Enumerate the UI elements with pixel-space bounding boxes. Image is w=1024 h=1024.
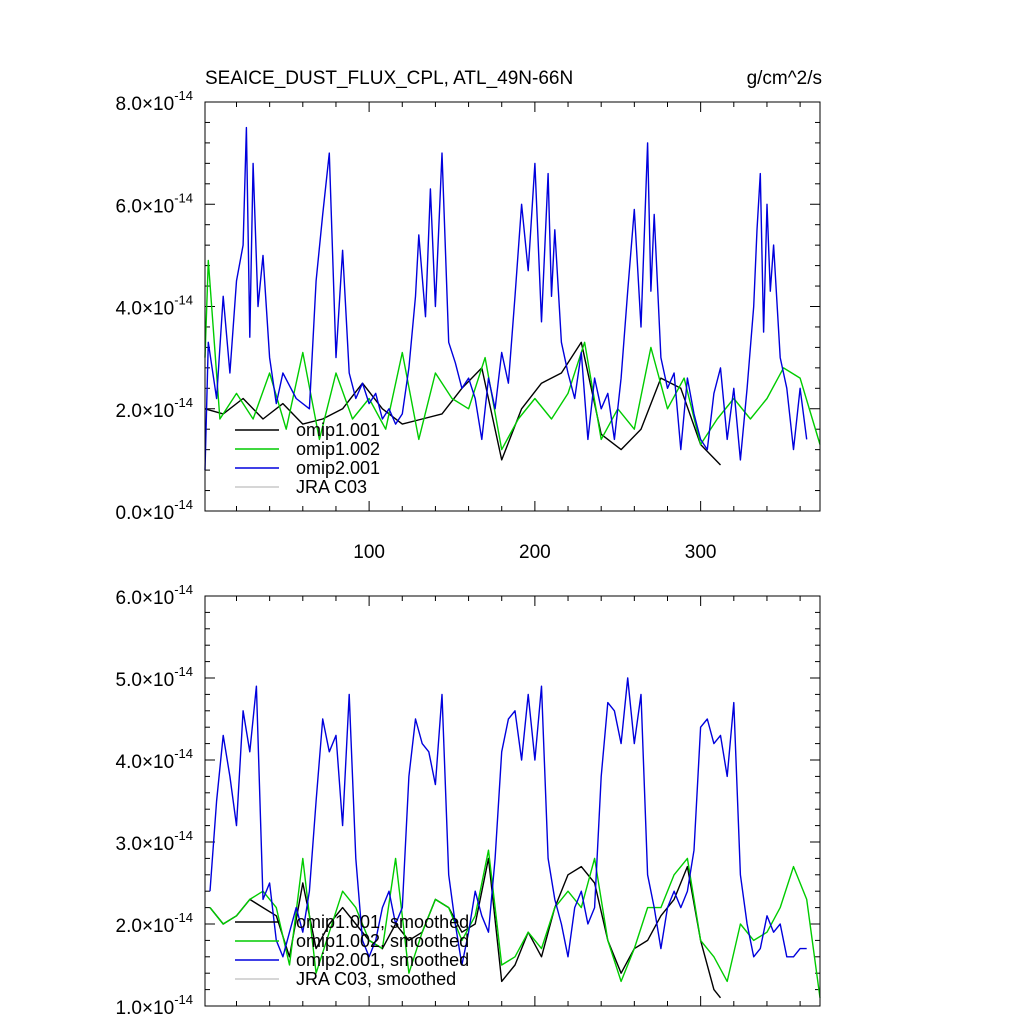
chart-title: SEAICE_DUST_FLUX_CPL, ATL_49N-66N xyxy=(205,68,573,89)
bottom-plot-frame xyxy=(204,595,821,1007)
bottom-grid-ticks xyxy=(205,595,820,1007)
legend-label-1: omip1.002 xyxy=(296,439,380,459)
series-line-1 xyxy=(204,259,821,451)
y-tick-label: 2.0×10-14 xyxy=(116,910,193,937)
legend-label-0: omip1.001 xyxy=(296,420,380,440)
bottom-panel: 1.0×10-14 2.0×10-14 3.0×10-14 4.0×10-14 5.0×… xyxy=(116,582,821,1019)
y-tick-label: 6.0×10-14 xyxy=(116,582,193,609)
top-panel: SEAICE_DUST_FLUX_CPL, ATL_49N-66N g/cm^2… xyxy=(116,68,822,563)
legend-label-1: omip1.002, smoothed xyxy=(296,931,469,951)
top-plot-frame xyxy=(204,101,821,512)
x-tick-label: 200 xyxy=(519,542,551,563)
y-tick-label: 5.0×10-14 xyxy=(116,664,193,691)
legend-label-3: JRA C03, smoothed xyxy=(296,969,456,989)
y-tick-label: 1.0×10-14 xyxy=(116,992,193,1019)
y-tick-label: 2.0×10-14 xyxy=(116,395,193,422)
y-tick-label: 4.0×10-14 xyxy=(116,746,193,773)
legend-label-0: omip1.001, smoothed xyxy=(296,912,469,932)
x-tick-label: 300 xyxy=(685,542,717,563)
series-line-0 xyxy=(204,341,722,466)
series-line-2 xyxy=(209,677,807,966)
x-tick-label: 100 xyxy=(353,542,385,563)
units-label: g/cm^2/s xyxy=(747,68,822,89)
series-line-1 xyxy=(209,849,821,998)
top-x-tick-labels: 100 200 300 xyxy=(353,542,716,563)
y-tick-label: 6.0×10-14 xyxy=(116,190,193,217)
y-tick-label: 8.0×10-14 xyxy=(116,88,193,115)
bottom-y-tick-labels: 1.0×10-14 2.0×10-14 3.0×10-14 4.0×10-14 5.0×… xyxy=(116,582,193,1019)
series-line-2 xyxy=(204,126,808,471)
legend-label-2: omip2.001 xyxy=(296,458,380,478)
y-tick-label: 0.0×10-14 xyxy=(116,497,193,524)
legend-label-3: JRA C03 xyxy=(296,477,367,497)
y-tick-label: 3.0×10-14 xyxy=(116,828,193,855)
top-y-tick-labels: 0.0×10-14 2.0×10-14 4.0×10-14 6.0×10-14 8.0×… xyxy=(116,88,193,524)
bottom-series-group xyxy=(209,677,821,999)
y-tick-label: 4.0×10-14 xyxy=(116,293,193,320)
legend-label-2: omip2.001, smoothed xyxy=(296,950,469,970)
top-series-group xyxy=(204,126,821,471)
